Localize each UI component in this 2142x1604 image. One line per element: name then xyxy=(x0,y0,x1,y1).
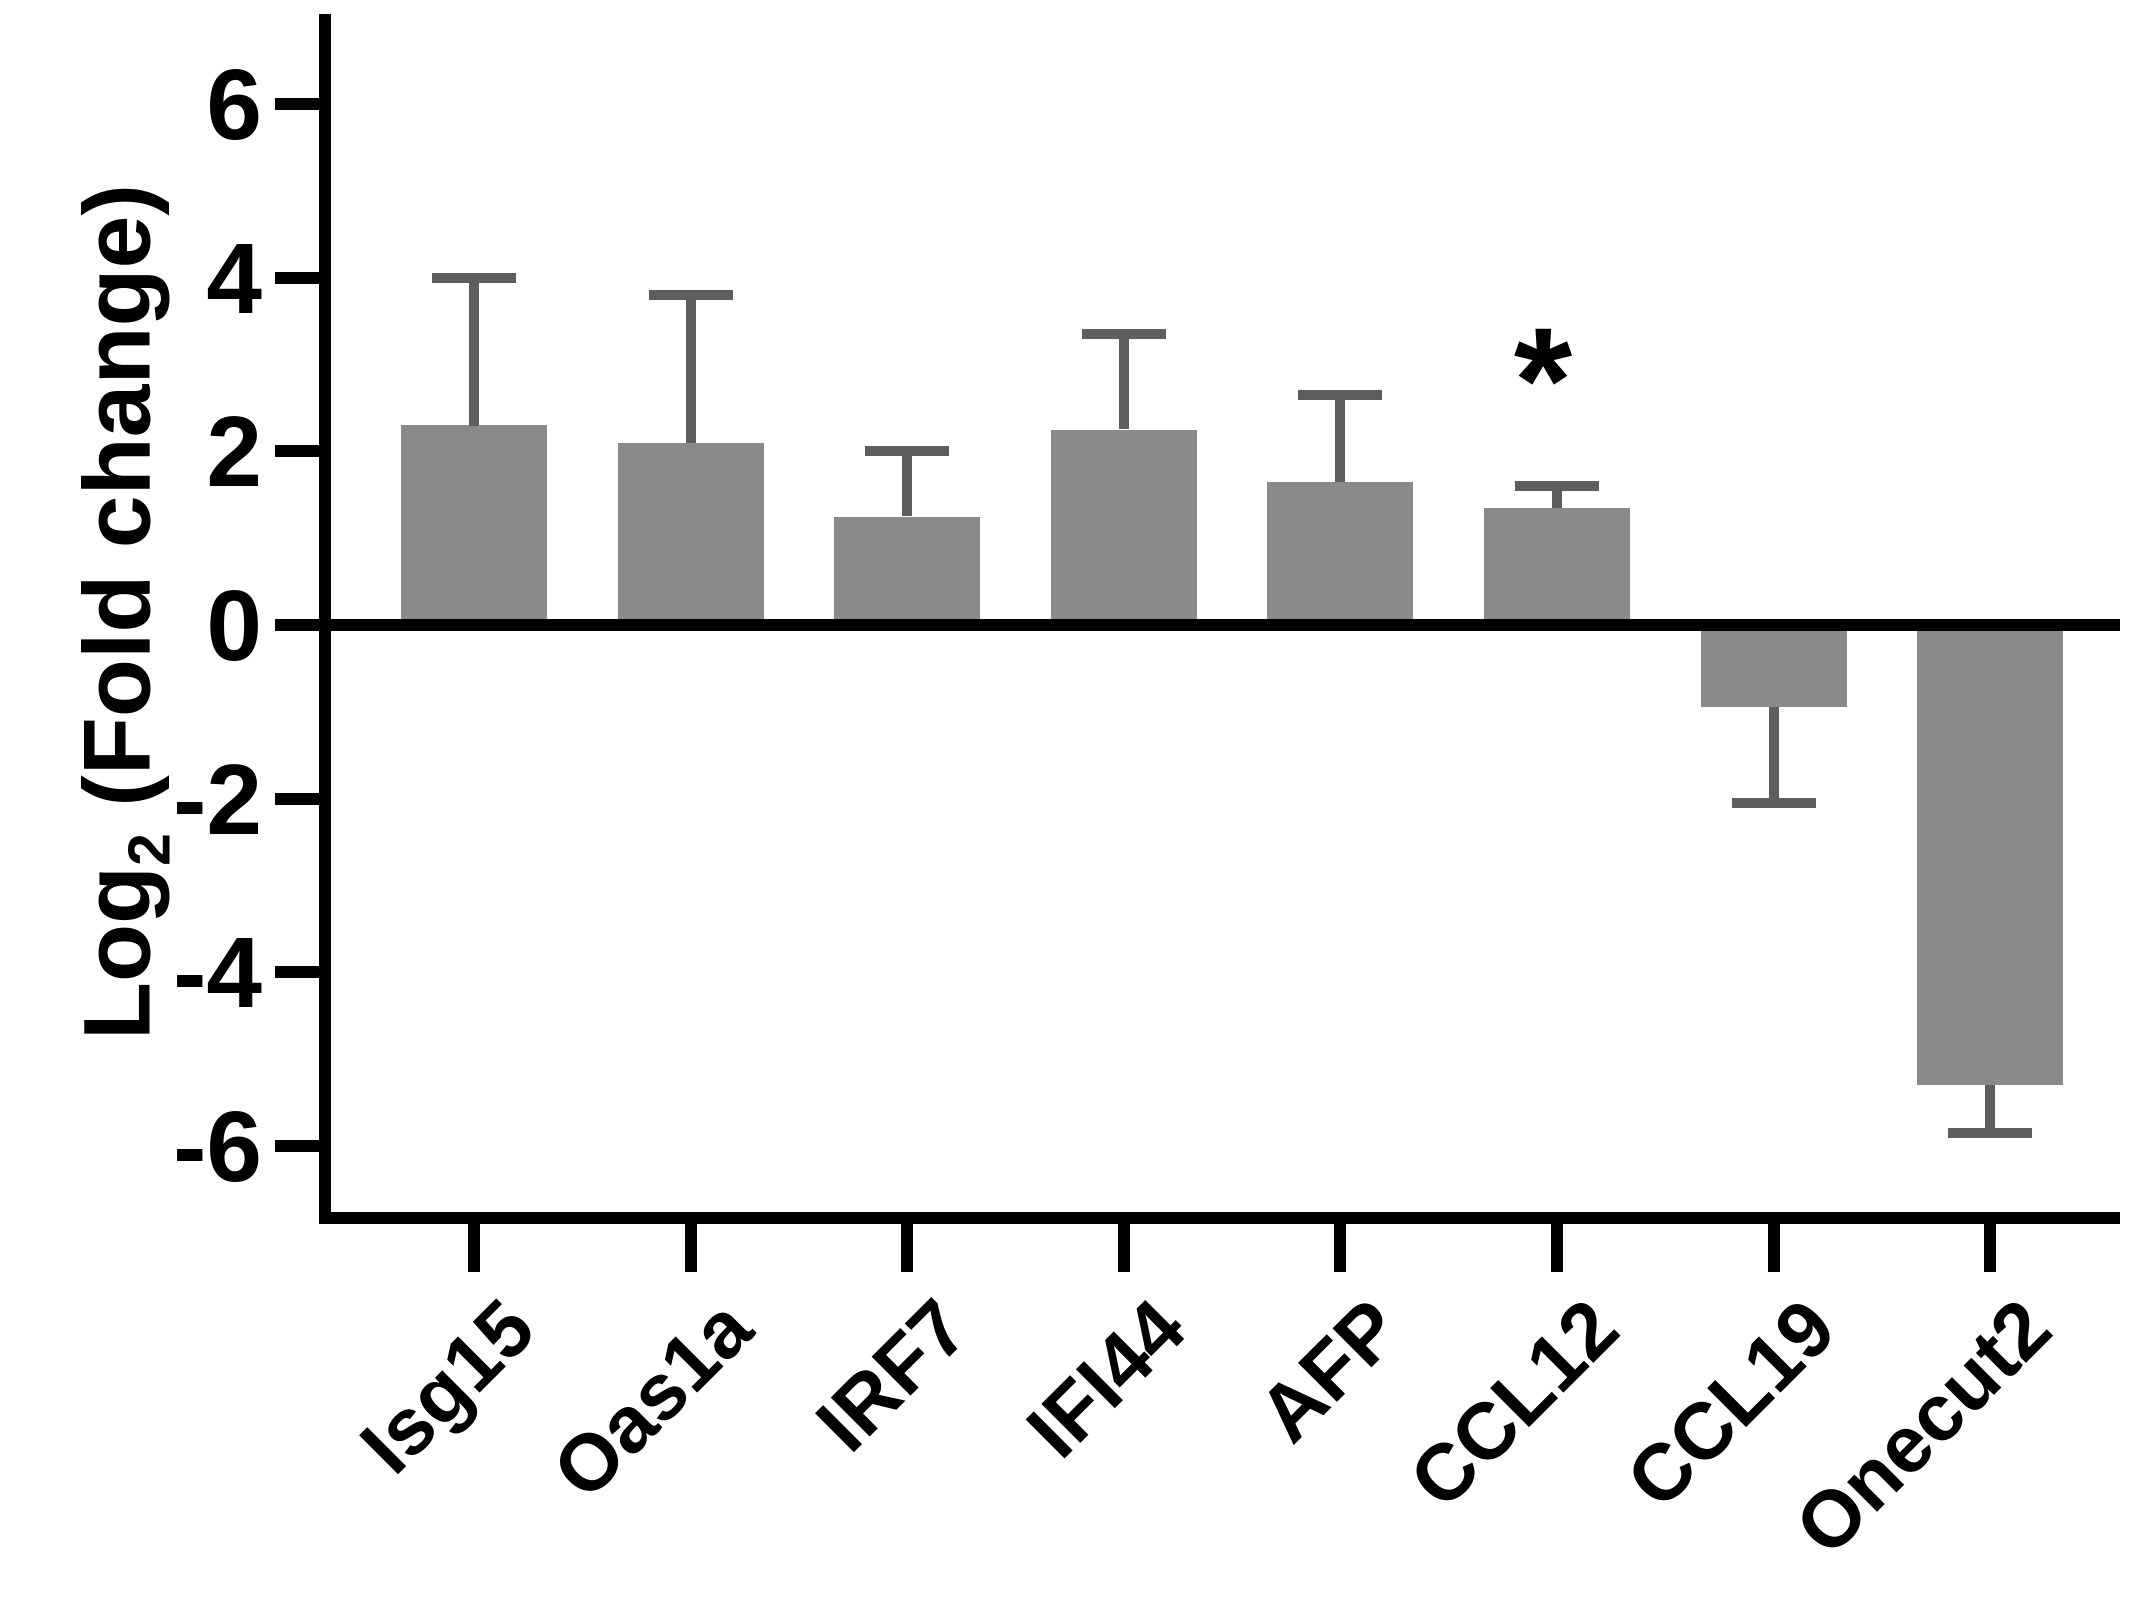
y-tick xyxy=(275,445,325,457)
y-tick-label: 0 xyxy=(206,570,262,682)
error-bar xyxy=(1985,1085,1995,1133)
y-axis-title: Log2 (Fold change) xyxy=(65,184,183,1040)
bar xyxy=(1051,430,1197,625)
bar xyxy=(1267,482,1413,625)
error-bar-cap xyxy=(432,273,516,283)
x-tick xyxy=(1334,1224,1346,1272)
x-tick xyxy=(1768,1224,1780,1272)
y-tick xyxy=(275,793,325,805)
y-axis-title-prefix: Log xyxy=(64,865,171,1040)
y-tick-label: 2 xyxy=(206,396,262,508)
bar xyxy=(1484,508,1630,625)
zero-baseline xyxy=(319,619,2120,631)
error-bar xyxy=(686,295,696,443)
y-tick xyxy=(275,1140,325,1152)
x-axis-label: Oas1a xyxy=(535,1282,769,1516)
error-bar xyxy=(469,278,479,426)
error-bar-cap xyxy=(1082,329,1166,339)
x-axis-label: IFI44 xyxy=(1009,1282,1202,1475)
x-axis-label: IRF7 xyxy=(798,1282,985,1468)
error-bar-cap xyxy=(1948,1128,2032,1138)
x-axis-label: Isg15 xyxy=(343,1282,552,1491)
x-tick xyxy=(1984,1224,1996,1272)
y-tick-label: -4 xyxy=(173,917,262,1029)
y-tick xyxy=(275,272,325,284)
y-axis-title-suffix: (Fold change) xyxy=(64,184,171,834)
y-tick xyxy=(275,98,325,110)
error-bar-cap xyxy=(1298,390,1382,400)
x-axis-label: AFP xyxy=(1241,1282,1418,1459)
bar xyxy=(401,425,547,625)
x-tick xyxy=(901,1224,913,1272)
error-bar xyxy=(1769,707,1779,802)
bar xyxy=(618,443,764,625)
error-bar xyxy=(1335,395,1345,482)
significance-asterisk: * xyxy=(1513,296,1573,464)
error-bar xyxy=(1119,334,1129,429)
bar xyxy=(834,517,980,626)
error-bar xyxy=(902,451,912,516)
error-bar-cap xyxy=(1732,798,1816,808)
y-tick-label: 6 xyxy=(206,49,262,161)
x-axis-line xyxy=(319,1212,2120,1224)
y-tick-label: -2 xyxy=(173,744,262,856)
x-tick xyxy=(468,1224,480,1272)
error-bar-cap xyxy=(865,446,949,456)
y-tick-label: 4 xyxy=(206,223,262,335)
y-tick xyxy=(275,619,325,631)
error-bar xyxy=(1552,486,1562,508)
bar xyxy=(1701,625,1847,707)
y-tick-label: -6 xyxy=(173,1091,262,1203)
x-axis-label: CCL12 xyxy=(1392,1282,1635,1525)
x-tick xyxy=(685,1224,697,1272)
x-tick xyxy=(1118,1224,1130,1272)
bar xyxy=(1917,625,2063,1085)
error-bar-cap xyxy=(649,290,733,300)
y-tick xyxy=(275,966,325,978)
x-tick xyxy=(1551,1224,1563,1272)
error-bar-cap xyxy=(1515,481,1599,491)
